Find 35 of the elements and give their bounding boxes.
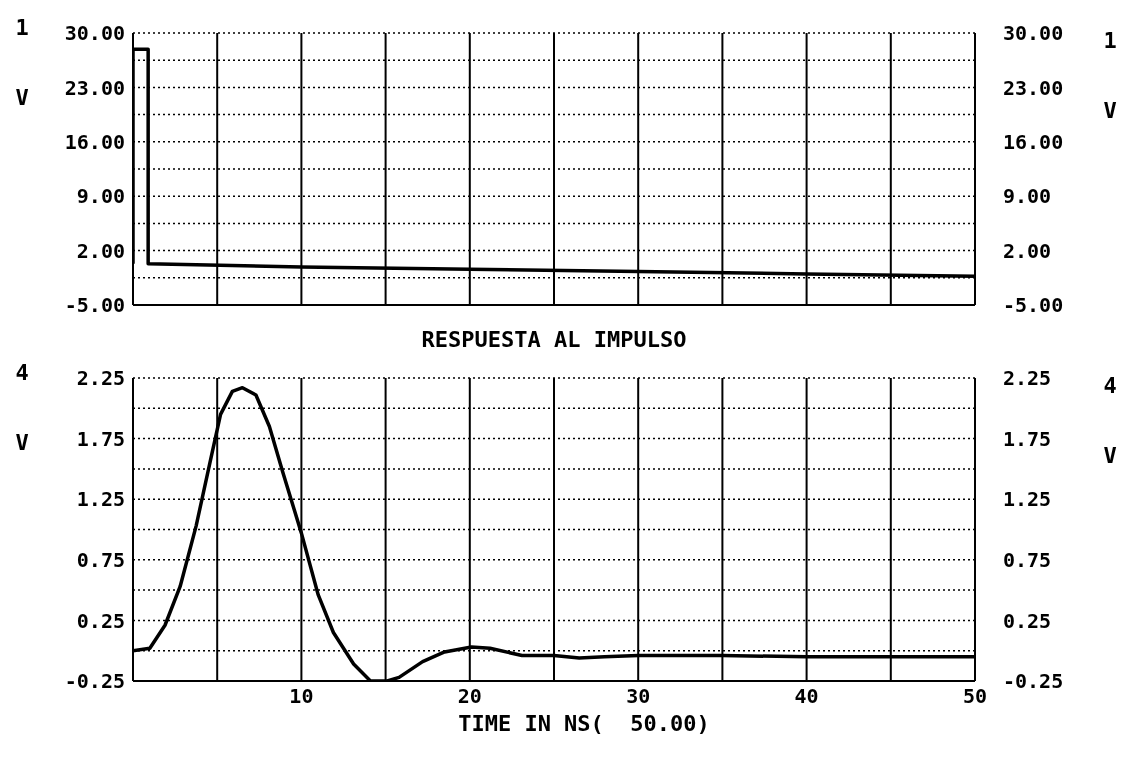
y-tick-label: 16.00	[64, 129, 125, 154]
text: 1 V	[15, 15, 29, 110]
y-tick-label: 0.75	[76, 547, 125, 572]
y-tick-label: 30.00	[64, 21, 125, 46]
text: 1 V	[1103, 28, 1117, 123]
y2-tick-label: -5.00	[1003, 293, 1064, 318]
y-tick-label: -0.25	[64, 669, 125, 694]
x-tick-label: 40	[794, 684, 819, 709]
y2-tick-label: 0.25	[1003, 608, 1052, 633]
text: 4 V	[15, 360, 29, 455]
y-tick-label: 0.25	[76, 608, 125, 633]
y2-tick-label: 1.25	[1003, 487, 1052, 512]
x-axis-title: TIME IN NS( 50.00)	[457, 711, 711, 736]
y2-tick-label: 9.00	[1003, 184, 1052, 209]
text: 4 V	[1103, 373, 1117, 468]
x-tick-label: 50	[962, 684, 988, 709]
y-tick-label: 23.00	[64, 75, 125, 100]
x-tick-label: 10	[289, 684, 314, 709]
y-tick-label: -5.00	[64, 293, 125, 318]
y2-tick-label: 23.00	[1003, 75, 1064, 100]
y2-tick-label: 2.25	[1003, 366, 1052, 391]
y2-tick-label: 1.75	[1003, 426, 1052, 451]
y2-tick-label: -0.25	[1003, 669, 1064, 694]
chart-title: RESPUESTA AL IMPULSO	[420, 327, 688, 352]
y2-tick-label: 30.00	[1003, 21, 1064, 46]
y2-tick-label: 16.00	[1003, 129, 1064, 154]
x-tick-label: 30	[626, 684, 651, 709]
y2-tick-label: 2.00	[1003, 238, 1052, 263]
y-tick-label: 1.25	[76, 487, 125, 512]
y2-tick-label: 0.75	[1003, 547, 1052, 572]
x-tick-label: 20	[457, 684, 482, 709]
y-tick-label: 9.00	[76, 184, 125, 209]
y-tick-label: 2.25	[76, 366, 125, 391]
y-tick-label: 1.75	[76, 426, 125, 451]
y-tick-label: 2.00	[76, 238, 125, 263]
